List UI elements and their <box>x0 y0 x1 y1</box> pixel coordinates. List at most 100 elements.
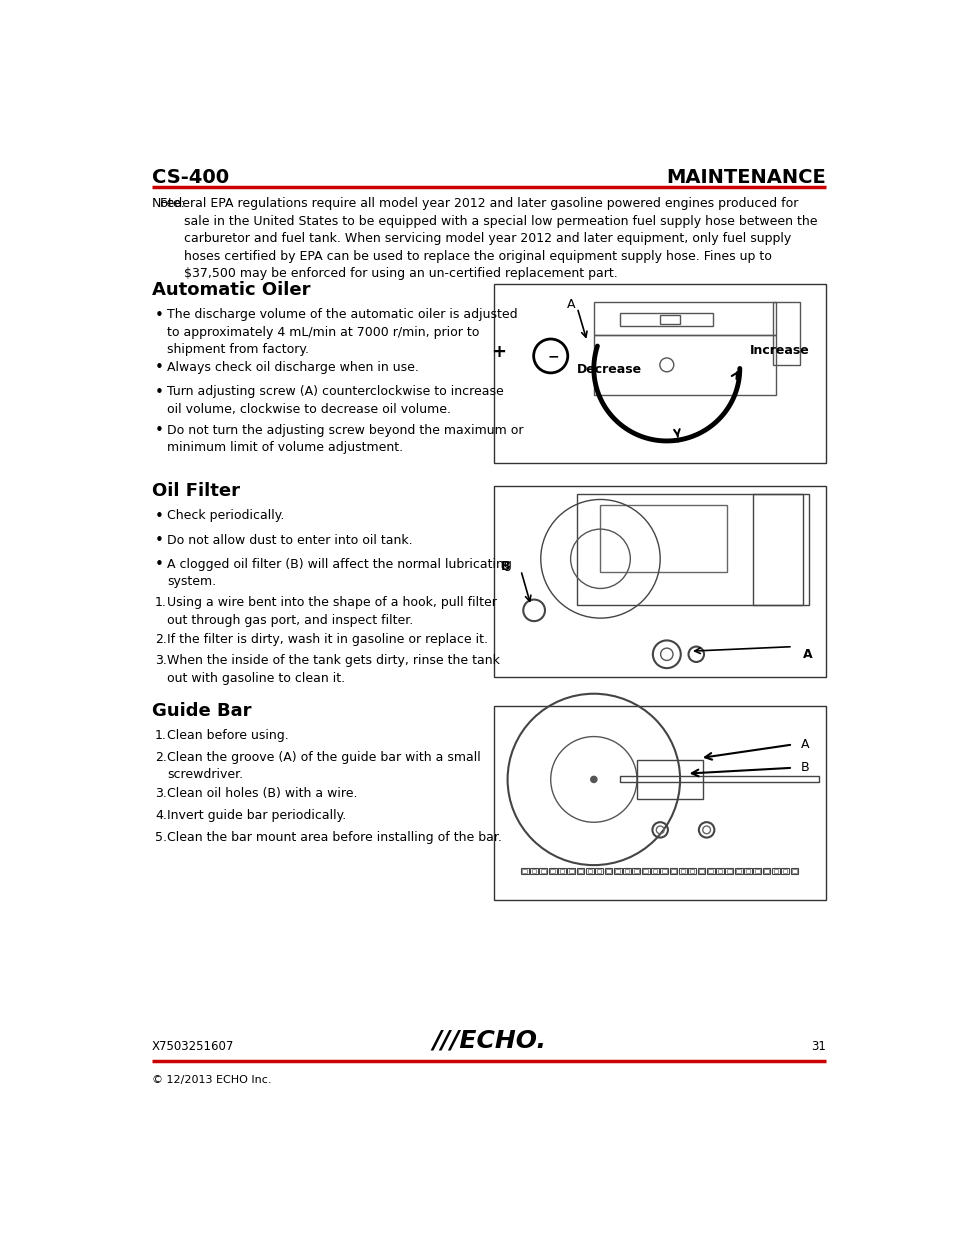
Bar <box>650 867 659 873</box>
Bar <box>708 868 712 873</box>
Bar <box>531 868 536 873</box>
Bar <box>613 867 621 873</box>
Bar <box>717 868 721 873</box>
Bar <box>494 487 825 677</box>
Bar <box>634 868 638 873</box>
Text: Clean oil holes (B) with a wire.: Clean oil holes (B) with a wire. <box>167 787 357 800</box>
Bar <box>716 867 723 873</box>
Bar <box>773 868 778 873</box>
Text: +: + <box>491 343 506 362</box>
Bar <box>576 867 584 873</box>
Text: When the inside of the tank gets dirty, rinse the tank
out with gasoline to clea: When the inside of the tank gets dirty, … <box>167 655 499 684</box>
Bar <box>736 868 740 873</box>
Text: Always check oil discharge when in use.: Always check oil discharge when in use. <box>167 361 418 374</box>
Text: MAINTENANCE: MAINTENANCE <box>665 168 825 188</box>
Bar <box>599 505 726 572</box>
Bar <box>595 867 602 873</box>
Text: Using a wire bent into the shape of a hook, pull filter
out through gas port, an: Using a wire bent into the shape of a ho… <box>167 597 497 626</box>
Bar <box>632 867 639 873</box>
Text: Clean the groove (A) of the guide bar with a small
screwdriver.: Clean the groove (A) of the guide bar wi… <box>167 751 480 781</box>
Bar <box>567 867 575 873</box>
Bar <box>597 868 600 873</box>
Bar <box>494 705 825 900</box>
Text: Invert guide bar periodically.: Invert guide bar periodically. <box>167 809 346 821</box>
Text: 2.: 2. <box>154 632 167 646</box>
Text: ///ECHO.: ///ECHO. <box>432 1029 545 1053</box>
Bar <box>538 867 547 873</box>
Text: A: A <box>801 739 808 751</box>
Bar <box>699 868 703 873</box>
Text: Automatic Oiler: Automatic Oiler <box>152 280 310 299</box>
Text: •: • <box>154 424 164 438</box>
Bar <box>724 867 733 873</box>
Text: −: − <box>547 350 558 363</box>
Bar <box>522 868 526 873</box>
Bar <box>771 867 779 873</box>
Text: Decrease: Decrease <box>577 363 641 377</box>
Bar <box>752 494 802 605</box>
Bar <box>772 303 799 364</box>
Bar <box>687 867 696 873</box>
Text: If the filter is dirty, wash it in gasoline or replace it.: If the filter is dirty, wash it in gasol… <box>167 632 488 646</box>
Bar <box>558 867 565 873</box>
Bar <box>520 867 528 873</box>
Text: Do not turn the adjusting screw beyond the maximum or
minimum limit of volume ad: Do not turn the adjusting screw beyond t… <box>167 424 523 454</box>
Text: Clean the bar mount area before installing of the bar.: Clean the bar mount area before installi… <box>167 831 501 844</box>
Bar <box>605 868 610 873</box>
Bar <box>494 284 825 463</box>
Text: Oil Filter: Oil Filter <box>152 483 239 500</box>
Text: •: • <box>154 532 164 548</box>
Bar <box>622 867 630 873</box>
Bar <box>790 867 798 873</box>
Bar <box>763 868 768 873</box>
Bar <box>761 867 770 873</box>
Text: •: • <box>154 308 164 322</box>
Bar <box>548 867 556 873</box>
Bar <box>679 868 684 873</box>
Bar <box>734 867 741 873</box>
Bar <box>540 868 545 873</box>
Bar <box>615 868 619 873</box>
Bar <box>659 867 667 873</box>
Bar <box>642 868 647 873</box>
Bar <box>669 867 677 873</box>
Bar <box>706 867 714 873</box>
Bar <box>641 867 649 873</box>
Text: CS-400: CS-400 <box>152 168 229 188</box>
Text: 3.: 3. <box>154 787 167 800</box>
Text: © 12/2013 ECHO Inc.: © 12/2013 ECHO Inc. <box>152 1074 271 1084</box>
Bar <box>782 868 786 873</box>
Text: •: • <box>154 557 164 572</box>
Text: Turn adjusting screw (A) counterclockwise to increase
oil volume, clockwise to d: Turn adjusting screw (A) counterclockwis… <box>167 385 503 415</box>
Bar <box>619 312 713 326</box>
Text: Federal EPA regulations require all model year 2012 and later gasoline powered e: Federal EPA regulations require all mode… <box>152 198 817 280</box>
Text: Check periodically.: Check periodically. <box>167 509 284 522</box>
Bar <box>781 867 788 873</box>
Bar <box>745 868 749 873</box>
Bar <box>604 867 612 873</box>
Text: Increase: Increase <box>749 345 808 357</box>
Text: Do not allow dust to enter into oil tank.: Do not allow dust to enter into oil tank… <box>167 534 413 547</box>
Bar <box>652 868 657 873</box>
Text: Note:: Note: <box>152 198 186 210</box>
Bar <box>743 867 751 873</box>
Text: B: B <box>800 761 808 774</box>
Text: B: B <box>500 559 510 573</box>
Text: •: • <box>154 509 164 524</box>
Bar <box>679 867 686 873</box>
Bar <box>754 868 759 873</box>
Text: Clean before using.: Clean before using. <box>167 729 289 742</box>
Text: 31: 31 <box>810 1040 825 1053</box>
Text: X7503251607: X7503251607 <box>152 1040 233 1053</box>
Bar <box>689 868 694 873</box>
Bar <box>593 335 776 395</box>
Text: The discharge volume of the automatic oiler is adjusted
to approximately 4 mL/mi: The discharge volume of the automatic oi… <box>167 309 517 356</box>
Bar <box>559 868 563 873</box>
Circle shape <box>590 777 597 783</box>
Bar <box>637 761 702 799</box>
Bar <box>753 867 760 873</box>
Bar <box>624 868 629 873</box>
Text: •: • <box>154 384 164 400</box>
Bar <box>577 494 808 605</box>
Bar <box>593 303 776 335</box>
